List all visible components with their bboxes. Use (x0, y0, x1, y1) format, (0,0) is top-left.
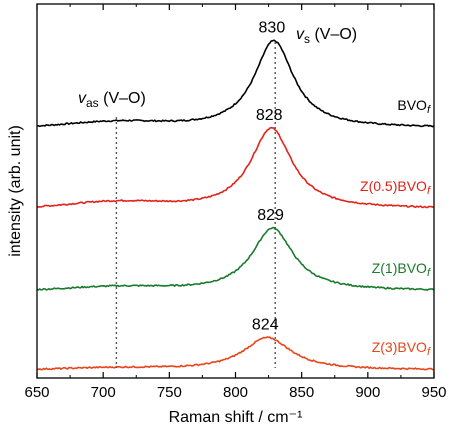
x-tick-label-0: 650 (24, 384, 49, 401)
peak-label-1: 828 (256, 107, 283, 124)
series-label-1: Z(0.5)BVOf (360, 178, 431, 197)
x-axis-title: Raman shift / cm⁻¹ (169, 409, 303, 426)
annotation-vas: vas (V–O) (78, 90, 146, 110)
reference-lines (115, 42, 276, 368)
x-tick-label-6: 950 (421, 384, 446, 401)
axes (36, 3, 435, 379)
x-tick-label-1: 700 (91, 384, 116, 401)
series-layer (36, 39, 435, 371)
labels: 830 BVOf 828 Z(0.5)BVOf 829 Z(1)BVOf 824 Z(3)BV… (7, 20, 447, 426)
x-tick-label-4: 850 (289, 384, 314, 401)
series-line-3 (36, 336, 435, 371)
series-line-2 (36, 226, 435, 291)
y-axis-title: intensity (arb. unit) (7, 125, 24, 257)
series-label-0: BVOf (397, 97, 431, 116)
peak-label-0: 830 (259, 20, 286, 37)
series-line-1 (37, 126, 434, 209)
peak-label-2: 829 (257, 207, 284, 224)
series-label-3: Z(3)BVOf (372, 339, 431, 358)
x-tick-label-3: 800 (223, 384, 248, 401)
annotation-vs: vs (V–O) (296, 26, 357, 46)
series-line-0 (36, 39, 435, 128)
x-tick-label-5: 900 (355, 384, 380, 401)
peak-label-3: 824 (252, 317, 279, 334)
series-label-2: Z(1)BVOf (372, 260, 431, 279)
x-tick-label-2: 750 (157, 384, 182, 401)
